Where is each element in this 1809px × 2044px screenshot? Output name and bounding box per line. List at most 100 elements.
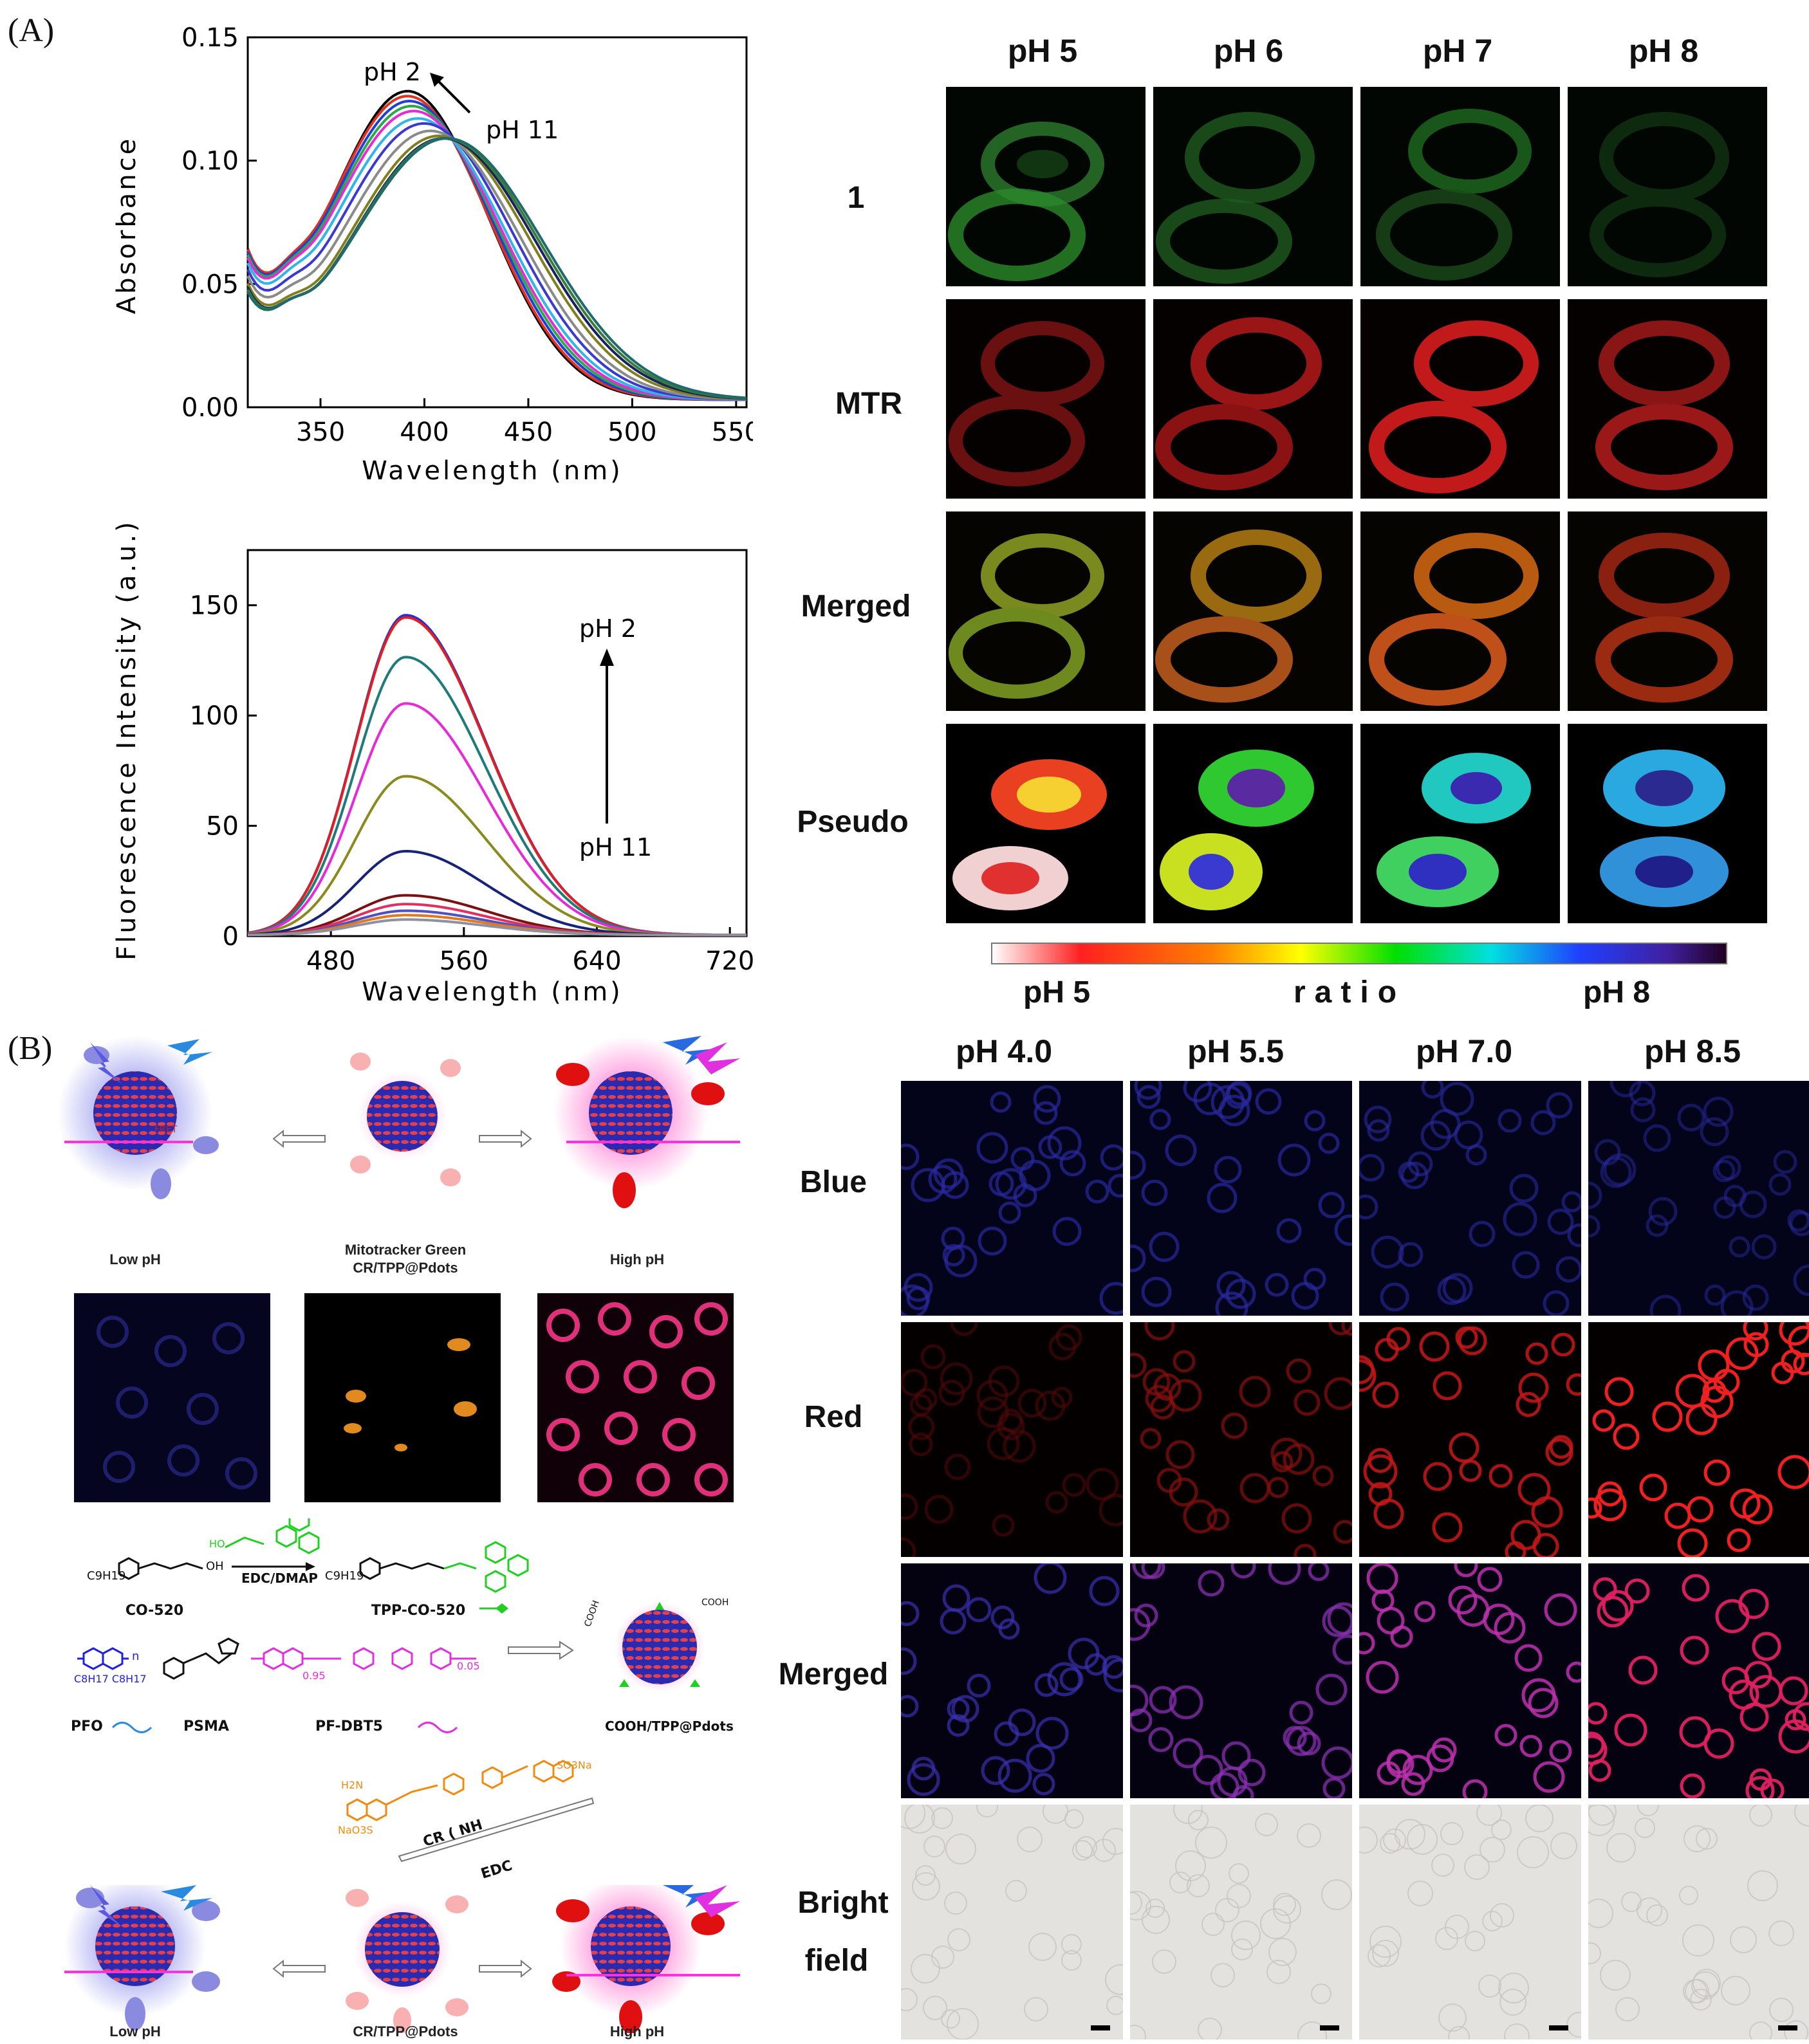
svg-text:C9H19: C9H19 (87, 1569, 125, 1583)
colorbar-middle-label: ratio (1294, 975, 1406, 1009)
tile-bright-3 (1359, 1805, 1581, 2039)
absorbance-x-axis-label: Wavelength (nm) (362, 456, 623, 486)
absorbance-annotation-ph11: pH 11 (486, 116, 559, 144)
fluorescence-x-axis-label: Wavelength (nm) (362, 977, 623, 1007)
absorbance-series-line (246, 129, 747, 401)
scheme-bottom-illustration (64, 1885, 740, 2033)
scheme-cell-image-blue (74, 1293, 270, 1502)
fluorescence-x-tick-label: 720 (705, 946, 753, 976)
scheme-cell-image-mitotracker (304, 1293, 501, 1502)
tile-red-2 (1130, 1322, 1352, 1557)
top-label-cr-tpp: CR/TPP@Pdots (353, 1260, 458, 1276)
tile-pseudo-ph8 (1568, 724, 1767, 923)
tile-blue-4 (1588, 1081, 1809, 1316)
top-label-high-ph: High pH (609, 1251, 665, 1267)
absorbance-y-tick-label: 0.15 (181, 23, 239, 53)
svg-text:EDC: EDC (479, 1857, 514, 1882)
fluorescence-annotation-ph2: pH 2 (579, 614, 636, 643)
absorbance-series-line (246, 136, 747, 400)
absorbance-plot-frame (246, 36, 748, 409)
svg-text:SO3Na: SO3Na (557, 1760, 592, 1771)
svg-text:HO: HO (209, 1538, 225, 1550)
fluorescence-series-line (247, 614, 747, 937)
svg-text:NaO3S: NaO3S (338, 1824, 373, 1836)
absorbance-x-tick-label: 350 (296, 418, 345, 447)
tile-mtr-ph5 (946, 299, 1146, 499)
row-header-mtr: MTR (835, 387, 902, 421)
absorbance-x-tick-label: 450 (504, 418, 553, 447)
tile-merged-ph8 (1568, 511, 1767, 711)
micrograph-panel-a: pH 5 pH 6 pH 7 pH 8 (940, 0, 1776, 1023)
scheme-panel-b: FRET Low pH Mitotracker Green CR/TPP@Pdo… (58, 1029, 747, 2039)
panel-label-b: (B) (8, 1030, 53, 1067)
scheme-cell-image-red (537, 1293, 734, 1502)
svg-text:n: n (132, 1650, 139, 1663)
tile-blue-1 (901, 1081, 1123, 1316)
svg-text:OH: OH (206, 1560, 224, 1573)
scheme-top-illustration: FRET (58, 1036, 740, 1208)
svg-text:PFO: PFO (71, 1718, 103, 1735)
fluorescence-y-tick-label: 0 (223, 922, 239, 952)
fluorescence-series-line (248, 918, 747, 937)
svg-text:PF-DBT5: PF-DBT5 (315, 1718, 383, 1735)
fluorescence-plot-frame (246, 549, 748, 937)
tile-1-ph7 (1360, 87, 1560, 286)
fluorescence-x-tick-label: 480 (306, 946, 355, 976)
fluorescence-y-tick-label: 150 (190, 591, 239, 621)
tile-pseudo-ph7 (1360, 724, 1560, 923)
fluorescence-y-axis-label: Fluorescence Intensity (a.u.) (112, 521, 142, 961)
tile-bright-4 (1588, 1805, 1809, 2039)
row-header-blue: Blue (799, 1165, 867, 1199)
row-header-bright: Bright (797, 1886, 889, 1920)
absorbance-series-line (246, 109, 747, 401)
svg-text:CO-520: CO-520 (125, 1603, 183, 1619)
svg-text:C8H17 C8H17: C8H17 C8H17 (74, 1673, 147, 1685)
tile-blue-3 (1359, 1081, 1581, 1316)
top-label-mitotracker: Mitotracker Green (344, 1242, 467, 1258)
fluorescence-chart: 480 560 640 720 0 50 100 150 Wavelength (nm) Fl… (112, 521, 753, 1007)
col-header-ph5: pH 5 (1007, 33, 1078, 69)
absorbance-x-tick-label: 500 (608, 418, 656, 447)
colorbar-left-label: pH 5 (1023, 975, 1091, 1009)
ratio-colorbar (991, 943, 1727, 964)
row-header-merged: Merged (801, 589, 911, 623)
tile-1-ph6 (1153, 87, 1353, 286)
svg-text:COOH/TPP@Pdots: COOH/TPP@Pdots (605, 1718, 734, 1734)
svg-text:COOH: COOH (582, 1599, 602, 1628)
tile-red-4 (1588, 1322, 1809, 1557)
col-header-ph70: pH 7.0 (1415, 1033, 1513, 1069)
tile-merged-3 (1359, 1563, 1581, 1798)
absorbance-series-line (246, 134, 747, 401)
row-header-pseudo: Pseudo (797, 805, 909, 839)
row-header-1: 1 (847, 181, 865, 215)
tile-mtr-ph7 (1360, 299, 1560, 499)
fluorescence-y-tick-label: 100 (190, 701, 239, 731)
tile-bright-2 (1130, 1805, 1352, 2039)
absorbance-series-line (246, 104, 747, 401)
panel-label-a: (A) (8, 12, 55, 49)
col-header-ph7: pH 7 (1422, 33, 1493, 69)
row-header-field: field (804, 1944, 869, 1978)
tile-pseudo-ph6 (1153, 724, 1353, 923)
svg-text:PSMA: PSMA (183, 1718, 229, 1735)
tile-red-1 (901, 1322, 1123, 1557)
tile-mtr-ph6 (1153, 299, 1353, 499)
fluorescence-series-line (247, 702, 747, 937)
tile-bright-1 (901, 1805, 1123, 2039)
svg-text:EDC/DMAP: EDC/DMAP (241, 1570, 318, 1586)
col-header-ph40: pH 4.0 (955, 1033, 1053, 1069)
tile-merged-4 (1588, 1563, 1809, 1798)
col-header-ph55: pH 5.5 (1187, 1033, 1285, 1069)
fluorescence-annotation-ph11: pH 11 (579, 833, 652, 861)
colorbar-right-label: pH 8 (1583, 975, 1651, 1009)
absorbance-series-line (246, 137, 747, 400)
absorbance-y-axis-label: Absorbance (112, 136, 142, 314)
fluorescence-arrow (600, 649, 614, 824)
top-label-low-ph: Low pH (109, 1251, 161, 1267)
scheme-reaction: C9H19 OH EDC/DMAP HO C9H19 CO-520 TPP-CO… (71, 1518, 734, 1735)
tile-merged-ph7 (1360, 511, 1560, 711)
row-header-merged-b: Merged (778, 1657, 889, 1691)
svg-text:TPP-CO-520: TPP-CO-520 (371, 1603, 465, 1619)
col-header-ph85: pH 8.5 (1644, 1033, 1741, 1069)
absorbance-y-tick-label: 0.05 (181, 270, 239, 299)
